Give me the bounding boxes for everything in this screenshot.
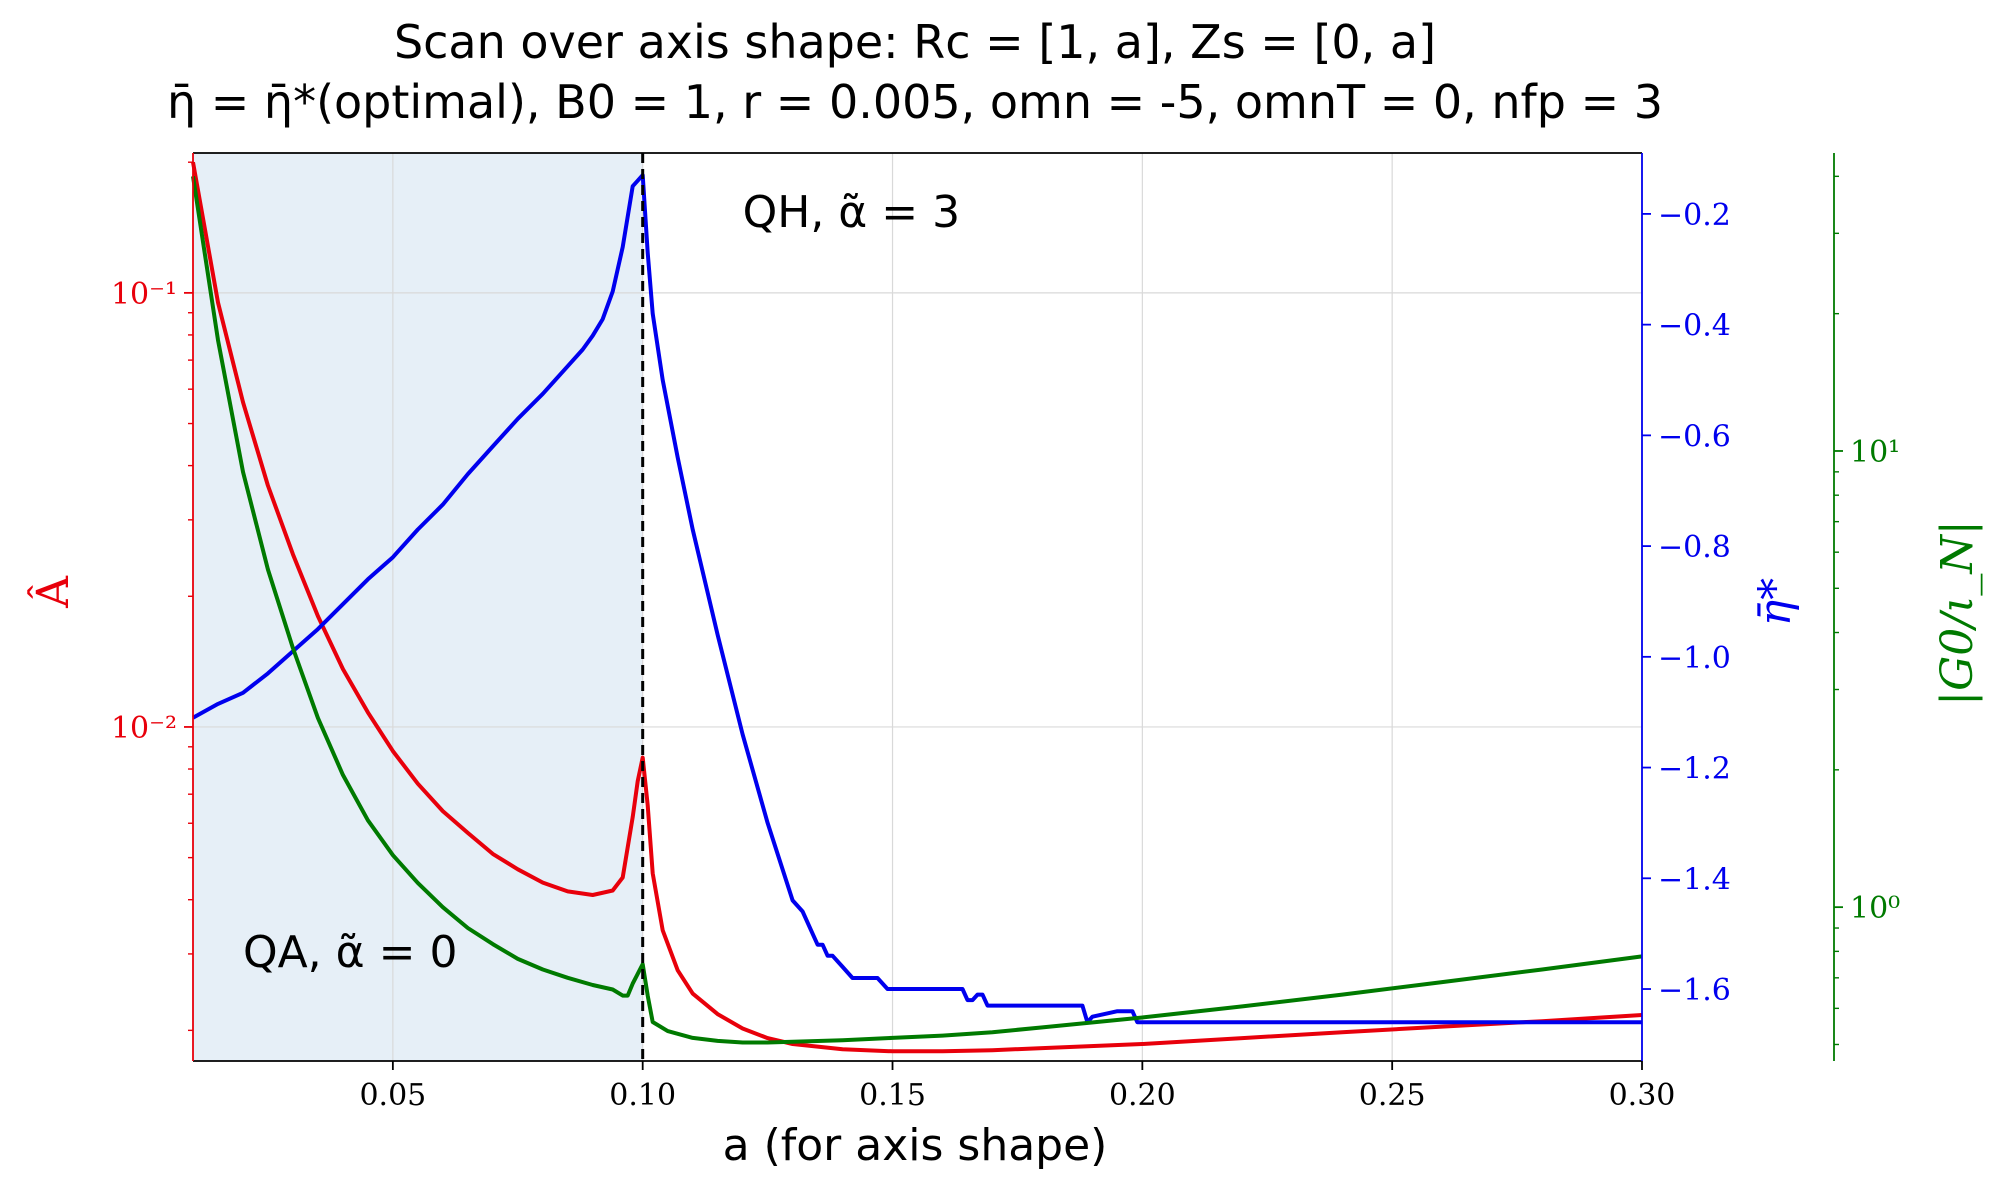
right1-tick-label: −0.8: [1658, 530, 1731, 565]
right1-tick-label: −1.0: [1658, 641, 1731, 676]
annotation-qh: QH, α̃ = 3: [743, 187, 961, 238]
annotation-qa: QA, α̃ = 0: [243, 927, 458, 978]
right1-tick-label: −0.4: [1658, 309, 1731, 344]
x-tick-label: 0.10: [609, 1078, 676, 1113]
tick-layer: 0.05 0.10 0.15 0.20 0.25 0.30 10⁻² 10⁻¹ −1.6 −1.4…: [111, 161, 1900, 1113]
series-line-0: [191, 161, 1643, 1054]
right1-tick-label: −1.2: [1658, 752, 1731, 787]
shaded-region: [193, 153, 643, 1061]
right1-tick-label: −1.6: [1658, 973, 1731, 1008]
right1-tick-label: −1.4: [1658, 862, 1731, 897]
left-tick-label: 10⁻¹: [111, 277, 177, 312]
chart-title-line1: Scan over axis shape: Rc = [1, a], Zs = …: [394, 15, 1436, 69]
right2-axis-label: |G0/ι_N|: [1932, 520, 1983, 705]
x-tick-label: 0.20: [1109, 1078, 1176, 1113]
x-tick-label: 0.25: [1359, 1078, 1426, 1113]
right1-tick-label: −0.6: [1658, 419, 1731, 454]
right2-tick-label: 10⁰: [1850, 891, 1900, 926]
series-line-2: [191, 175, 1643, 1045]
x-tick-label: 0.15: [859, 1078, 926, 1113]
frame-layer: [192, 152, 1835, 1062]
right1-axis-label: η̄*: [1750, 578, 1801, 626]
x-tick-label: 0.05: [359, 1078, 426, 1113]
x-tick-label: 0.30: [1609, 1078, 1676, 1113]
right1-tick-label: −0.2: [1658, 198, 1731, 233]
right2-tick-label: 10¹: [1850, 435, 1900, 470]
x-axis-label: a (for axis shape): [723, 1120, 1108, 1171]
chart-title-line2: η̄ = η̄*(optimal), B0 = 1, r = 0.005, om…: [167, 75, 1663, 129]
series-line-1: [192, 173, 1642, 1025]
background-layer: [193, 153, 643, 1061]
left-tick-label: 10⁻²: [111, 711, 177, 746]
series-layer: [191, 153, 1643, 1061]
left-axis-label: Â: [26, 575, 79, 609]
